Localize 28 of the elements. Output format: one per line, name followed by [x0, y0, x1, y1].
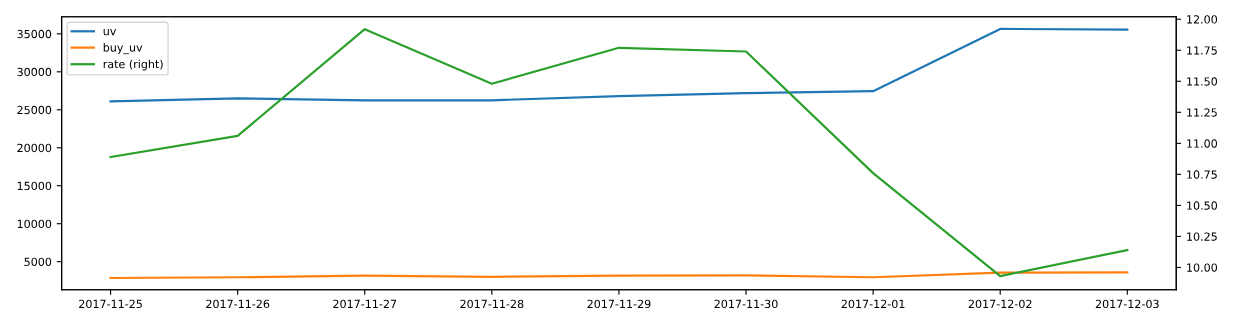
legend-label: buy_uv [103, 43, 143, 55]
x-tick-label: 2017-11-25 [79, 299, 142, 309]
x-tick-label: 2017-12-02 [968, 299, 1032, 309]
y-tick-label: 15000 [17, 181, 52, 191]
y2-tick-label: 11.50 [1187, 77, 1218, 86]
y2-tick-label: 12.00 [1187, 15, 1218, 24]
legend-label: uv [103, 28, 117, 36]
y-tick-label: 20000 [17, 143, 52, 153]
x-tick-label: 2017-11-30 [714, 299, 778, 309]
x-tick-label: 2017-11-29 [587, 299, 651, 309]
y2-tick-label: 10.00 [1187, 263, 1218, 272]
legend-label: rate (right) [103, 59, 163, 71]
y-tick-label: 35000 [17, 29, 52, 39]
x-tick-label: 2017-11-27 [333, 299, 397, 309]
y2-tick-label: 11.75 [1187, 46, 1217, 55]
y2-tick-label: 11.00 [1187, 139, 1218, 148]
y2-tick-label: 10.75 [1187, 170, 1217, 179]
y-tick-label: 30000 [17, 67, 52, 77]
y-tick-label: 25000 [17, 105, 52, 115]
y2-tick-label: 10.50 [1187, 201, 1218, 210]
y-tick-label: 5000 [24, 257, 52, 267]
y-tick-label: 10000 [17, 219, 52, 229]
x-tick-label: 2017-12-03 [1095, 299, 1159, 309]
y2-tick-label: 11.25 [1187, 108, 1217, 117]
y2-tick-label: 10.25 [1187, 232, 1217, 241]
x-tick-label: 2017-12-01 [841, 299, 905, 309]
x-tick-label: 2017-11-28 [460, 299, 524, 309]
x-tick-label: 2017-11-26 [206, 299, 270, 309]
